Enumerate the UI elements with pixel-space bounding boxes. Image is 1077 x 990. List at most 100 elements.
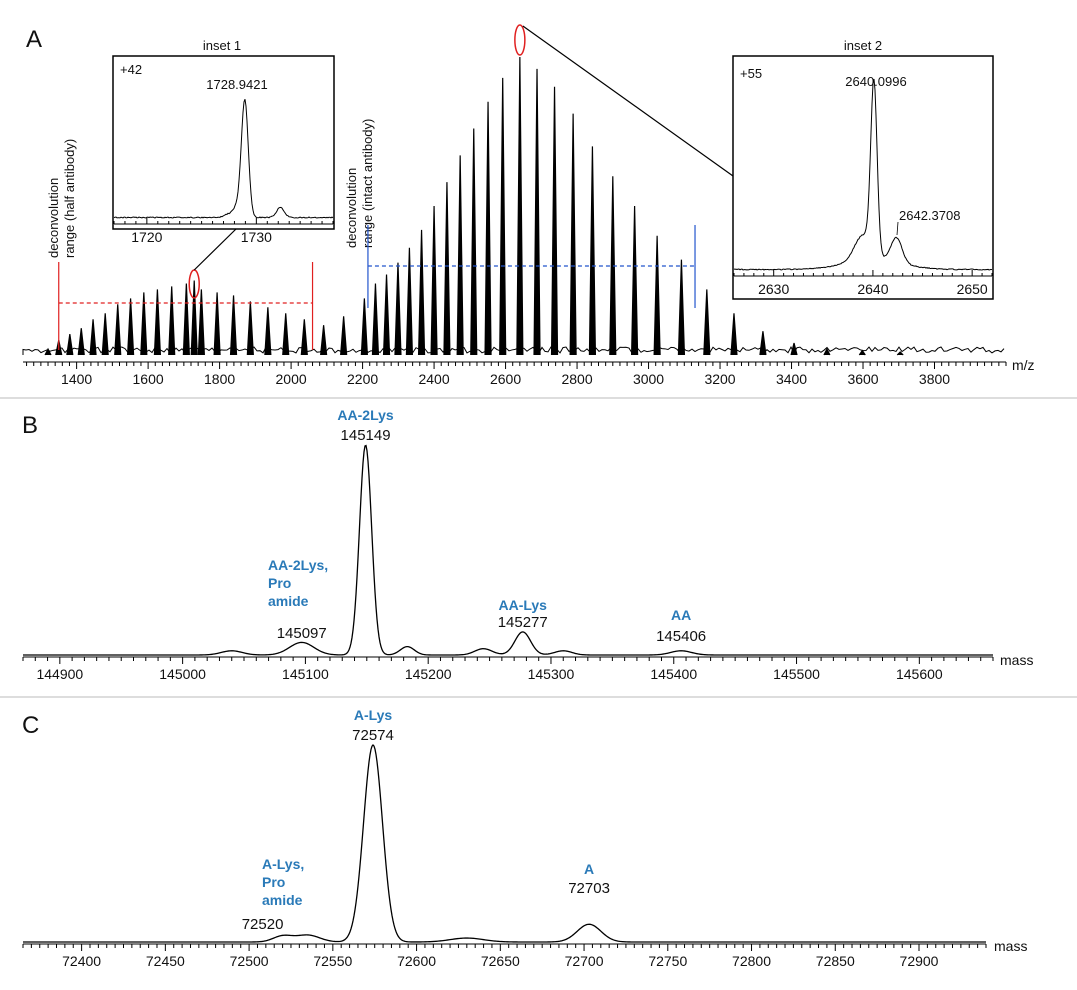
panel-a-peak — [360, 298, 368, 356]
panel-a-peak — [550, 86, 559, 356]
panel-b-peak-mass-0: 145097 — [277, 625, 327, 642]
svg-text:range (half antibody): range (half antibody) — [62, 139, 77, 258]
panel-a-tick-label-1400: 1400 — [61, 371, 92, 387]
panel-c-tick-label-72400: 72400 — [62, 953, 101, 969]
svg-text:deconvolution: deconvolution — [344, 168, 359, 248]
panel-a-x-axis-label: m/z — [1012, 357, 1035, 373]
panel-a-peak — [631, 205, 639, 356]
inset-2-peak2-label: 2642.3708 — [899, 208, 960, 223]
panel-a-peak — [533, 68, 541, 356]
panel-a-peak — [229, 295, 238, 356]
panel-a-peak — [858, 349, 866, 356]
panel-label-c: C — [22, 712, 39, 739]
inset-2-trace — [733, 78, 993, 271]
panel-c-peak-name-2: A — [584, 861, 594, 877]
panel-a-peak — [371, 283, 380, 356]
inset-1-title: inset 1 — [203, 38, 241, 53]
panel-b-tick-label-145100: 145100 — [282, 666, 329, 682]
panel-a-peak — [197, 289, 205, 356]
panel-a-peak — [405, 247, 414, 356]
inset-1-peak-label: 1728.9421 — [206, 77, 267, 92]
panel-a-tick-label-3200: 3200 — [704, 371, 735, 387]
panel-b-tick-label-145200: 145200 — [405, 666, 452, 682]
panel-a-peak — [896, 351, 904, 356]
panel-a-peak — [759, 331, 767, 356]
panel-a-tick-label-3800: 3800 — [919, 371, 950, 387]
panel-b-peak-mass-2: 145277 — [498, 614, 548, 631]
panel-a-peak — [703, 289, 711, 356]
inset-2-title: inset 2 — [844, 38, 882, 53]
inset-2-connector — [522, 25, 734, 177]
panel-a-peak — [382, 274, 391, 356]
panel-a-peak — [101, 313, 109, 356]
panel-a-peak — [443, 182, 451, 356]
panel-a-peak — [653, 235, 661, 356]
panel-a-peak — [282, 313, 290, 356]
svg-text:range (intact antibody): range (intact antibody) — [360, 119, 375, 248]
panel-a-tick-label-1800: 1800 — [204, 371, 235, 387]
panel-c-tick-label-72650: 72650 — [481, 953, 520, 969]
panel-a-tick-label-2200: 2200 — [347, 371, 378, 387]
panel-a-peak — [516, 56, 524, 356]
panel-a-peak — [182, 283, 190, 356]
panel-a-peak — [89, 319, 97, 356]
panel-a-peak — [609, 176, 617, 356]
panel-b-x-axis-label: mass — [1000, 652, 1033, 668]
panel-a-peak — [484, 101, 492, 356]
panel-c-peak-mass-0: 72520 — [242, 916, 284, 933]
panel-a-peak — [126, 298, 135, 356]
panel-a-tick-label-3600: 3600 — [847, 371, 878, 387]
inset-2-callout-ellipse — [514, 24, 526, 56]
inset-2-frame — [732, 55, 994, 300]
inset-1-tick-label-1720: 1720 — [131, 229, 162, 245]
panel-a-peak — [140, 292, 148, 356]
panel-b-tick-label-145000: 145000 — [159, 666, 206, 682]
panel-c-tick-label-72750: 72750 — [648, 953, 687, 969]
panel-b-peak-mass-1: 145149 — [341, 427, 391, 444]
panel-a-tick-label-2000: 2000 — [276, 371, 307, 387]
panel-a-peak — [430, 205, 438, 356]
panel-a-peak — [456, 155, 464, 356]
panel-b-peak-name-0: amide — [268, 593, 309, 609]
panel-a-peak — [499, 77, 507, 356]
panel-b-peak-name-1: AA-2Lys — [337, 407, 393, 423]
panel-c-tick-label-72800: 72800 — [732, 953, 771, 969]
panel-c-trace — [23, 744, 986, 943]
panel-c-peak-name-0: A-Lys, — [262, 856, 304, 872]
panel-a-peak — [790, 342, 798, 356]
panel-c-peak-name-0: amide — [262, 892, 303, 908]
inset-1-trace — [113, 98, 334, 219]
panel-a-peak — [114, 304, 122, 356]
inset-2-peak2-leader — [896, 221, 899, 236]
inset-2-tick-label-2630: 2630 — [758, 281, 789, 297]
panel-c-tick-label-72550: 72550 — [313, 953, 352, 969]
panel-label-a: A — [26, 26, 42, 53]
inset-2-peak-label: 2640.0996 — [845, 74, 906, 89]
panel-a-tick-label-2600: 2600 — [490, 371, 521, 387]
panel-a-peak — [77, 328, 85, 356]
panel-b-peak-name-3: AA — [671, 607, 691, 623]
panel-a-peak — [823, 347, 831, 356]
panel-a-peak — [470, 128, 478, 356]
panel-b-tick-label-145500: 145500 — [773, 666, 820, 682]
panel-b-tick-label-145400: 145400 — [650, 666, 697, 682]
panel-a-peak — [340, 316, 348, 356]
panel-a-tick-label-1600: 1600 — [133, 371, 164, 387]
panel-c-peak-name-1: A-Lys — [354, 707, 393, 723]
panel-c-tick-label-72450: 72450 — [146, 953, 185, 969]
panel-c-tick-label-72500: 72500 — [230, 953, 269, 969]
panel-b-peak-name-2: AA-Lys — [498, 597, 547, 613]
panel-a-tick-label-3400: 3400 — [776, 371, 807, 387]
panel-b-tick-label-144900: 144900 — [36, 666, 83, 682]
panel-b-tick-label-145300: 145300 — [528, 666, 575, 682]
svg-text:deconvolution: deconvolution — [46, 178, 61, 258]
panel-a-peak — [44, 347, 52, 356]
panel-b-peak-mass-3: 145406 — [656, 628, 706, 645]
panel-a-tick-label-2800: 2800 — [561, 371, 592, 387]
inset-1-tick-label-1730: 1730 — [241, 229, 272, 245]
inset-1-charge: +42 — [120, 62, 142, 77]
panel-a-peak — [213, 292, 221, 356]
panel-c-x-axis-label: mass — [994, 938, 1027, 954]
panel-c-tick-label-72600: 72600 — [397, 953, 436, 969]
